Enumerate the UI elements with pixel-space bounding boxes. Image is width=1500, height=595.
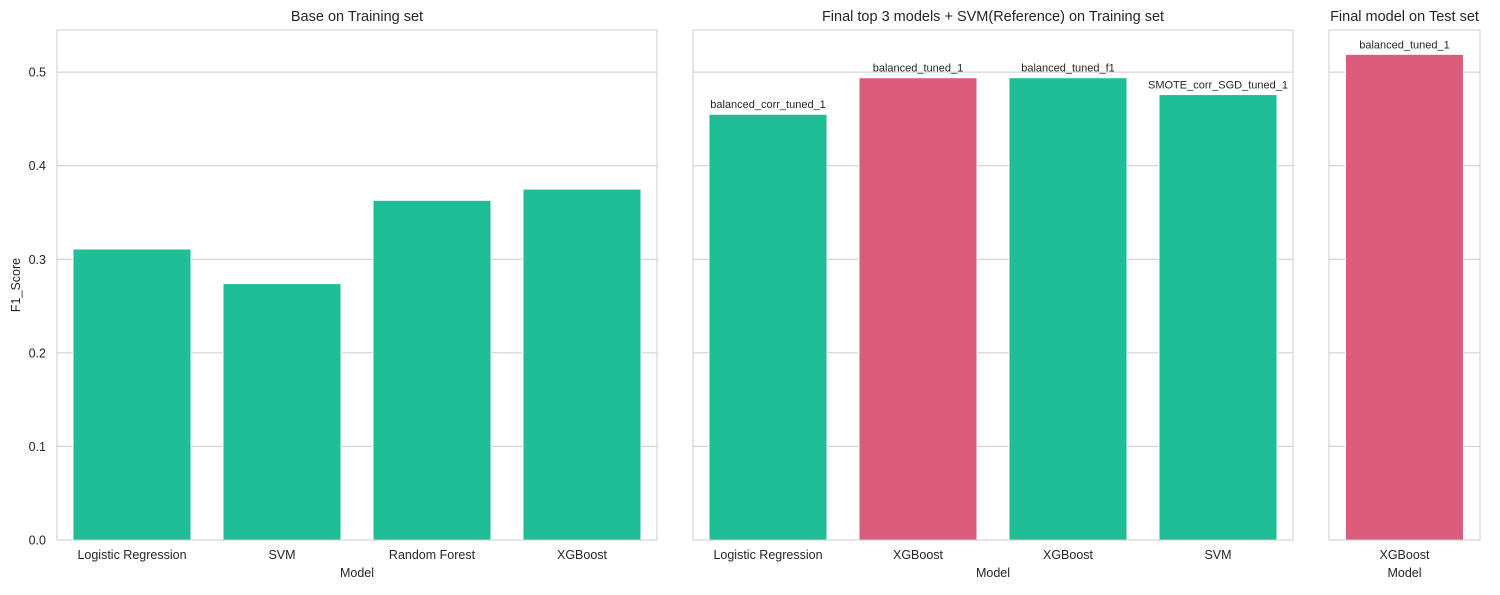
bar-label: balanced_tuned_1 [873,63,964,75]
x-tick-label: Random Forest [389,548,476,562]
bar [1345,53,1464,541]
x-tick-label: SVM [1204,548,1231,562]
plot-frame [56,29,658,541]
bar [72,248,192,541]
x-axis-label: Model [976,566,1010,580]
x-tick-label: XGBoost [893,548,944,562]
plot-frame [692,29,1294,541]
chart-panel-3: XGBoost balanced_tuned_1 Final model on Te… [1328,9,1481,580]
y-tick-label: 0.1 [29,440,46,454]
bar [858,77,978,541]
bar [708,113,828,541]
bar [372,199,492,541]
y-tick-label: 0.2 [29,346,46,360]
y-tick-label: 0.3 [29,253,46,267]
x-tick-label: SVM [268,548,295,562]
plot-frame [1328,29,1481,541]
chart-title: Final model on Test set [1330,9,1479,25]
y-tick-label: 0.0 [29,534,46,548]
chart-title: Final top 3 models + SVM(Reference) on T… [822,9,1164,25]
x-tick-label: XGBoost [1043,548,1094,562]
chart-title: Base on Training set [291,9,423,25]
bar [1008,77,1128,541]
x-axis-label: Model [340,566,374,580]
x-tick-label: Logistic Regression [77,548,186,562]
bar-label: balanced_tuned_1 [1359,39,1450,51]
x-tick-label: XGBoost [557,548,608,562]
bar-label: balanced_tuned_f1 [1021,63,1115,75]
chart-panel-2: Logistic Regression balanced_corr_tuned_1… [692,9,1294,580]
chart-panel-1: 0.0 0.1 0.2 0.3 0.4 0.5 Logistic Regression SVM… [9,9,658,580]
x-axis-label: Model [1387,566,1421,580]
x-tick-label: Logistic Regression [713,548,822,562]
y-tick-label: 0.5 [29,66,46,80]
bar [1158,94,1278,541]
bar [222,283,342,541]
x-tick-label: XGBoost [1379,548,1430,562]
bar-label: balanced_corr_tuned_1 [710,99,826,111]
y-tick-label: 0.4 [29,159,46,173]
bar-label: SMOTE_corr_SGD_tuned_1 [1148,80,1288,92]
bar [522,188,642,541]
y-axis-label: F1_Score [9,258,23,312]
